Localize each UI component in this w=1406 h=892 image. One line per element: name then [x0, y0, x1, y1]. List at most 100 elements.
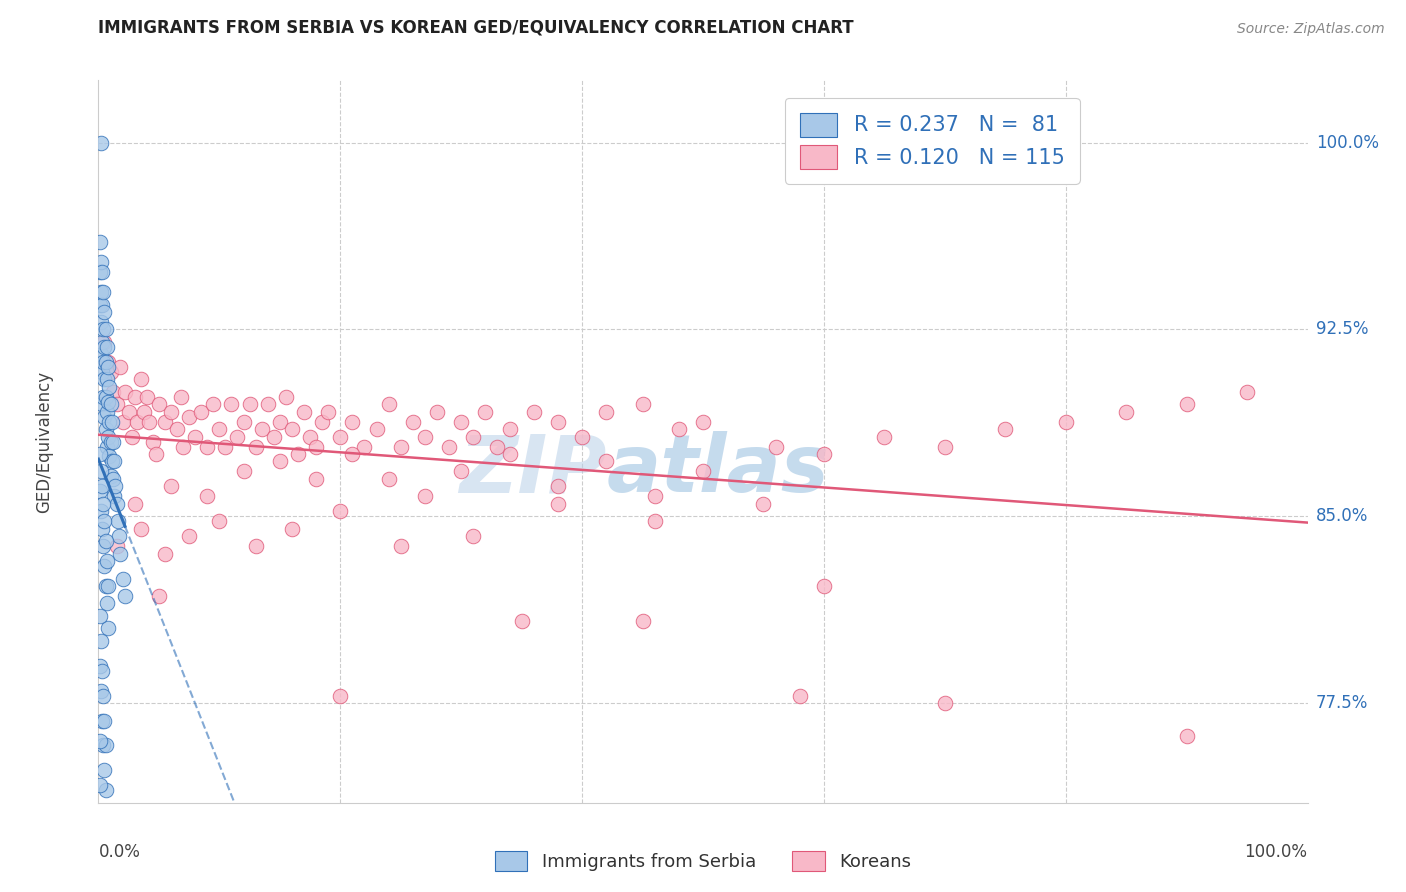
Legend: R = 0.237   N =  81, R = 0.120   N = 115: R = 0.237 N = 81, R = 0.120 N = 115: [786, 98, 1080, 184]
Point: [813, 447, 835, 461]
Point: [94, 579, 117, 593]
Text: ZIP: ZIP: [458, 432, 606, 509]
Point: [129, 372, 152, 386]
Point: [111, 415, 134, 429]
Text: atlas: atlas: [606, 432, 830, 509]
Point: [97, 359, 120, 374]
Point: [101, 472, 124, 486]
Point: [595, 454, 617, 468]
Point: [90, 285, 112, 299]
Point: [124, 497, 146, 511]
Point: [474, 404, 496, 418]
Point: [101, 384, 124, 399]
Point: [413, 429, 436, 443]
Point: [239, 397, 262, 411]
Point: [90, 315, 112, 329]
Point: [121, 429, 143, 443]
Point: [179, 529, 201, 543]
Point: [299, 429, 322, 443]
Point: [89, 235, 111, 250]
Point: [90, 465, 112, 479]
Point: [221, 397, 243, 411]
Point: [1175, 397, 1198, 411]
Point: [100, 454, 122, 468]
Point: [274, 390, 297, 404]
Point: [437, 440, 460, 454]
Point: [94, 422, 117, 436]
Point: [118, 404, 141, 418]
Point: [402, 415, 425, 429]
Point: [105, 397, 128, 411]
Point: [96, 372, 118, 386]
Point: [377, 472, 399, 486]
Point: [450, 465, 472, 479]
Point: [89, 484, 111, 499]
Point: [91, 497, 114, 511]
Point: [389, 440, 412, 454]
Point: [108, 529, 131, 543]
Point: [245, 539, 267, 553]
Point: [292, 404, 315, 418]
Point: [91, 334, 114, 349]
Point: [353, 440, 375, 454]
Point: [91, 365, 114, 379]
Point: [195, 440, 218, 454]
Point: [934, 696, 956, 710]
Point: [316, 404, 339, 418]
Point: [108, 547, 131, 561]
Point: [631, 614, 654, 628]
Text: Source: ZipAtlas.com: Source: ZipAtlas.com: [1237, 22, 1385, 37]
Point: [93, 514, 115, 528]
Point: [789, 689, 811, 703]
Text: 77.5%: 77.5%: [1316, 694, 1368, 712]
Point: [91, 265, 114, 279]
Point: [413, 489, 436, 503]
Point: [226, 429, 249, 443]
Point: [426, 404, 449, 418]
Text: IMMIGRANTS FROM SERBIA VS KOREAN GED/EQUIVALENCY CORRELATION CHART: IMMIGRANTS FROM SERBIA VS KOREAN GED/EQU…: [98, 19, 853, 37]
Point: [93, 340, 115, 354]
Point: [169, 390, 191, 404]
Point: [98, 415, 121, 429]
Point: [93, 764, 115, 778]
Point: [208, 514, 231, 528]
Point: [934, 440, 956, 454]
Point: [94, 739, 117, 753]
Point: [94, 390, 117, 404]
Point: [96, 340, 118, 354]
Point: [160, 479, 183, 493]
Point: [547, 479, 569, 493]
Point: [377, 397, 399, 411]
Point: [873, 429, 896, 443]
Point: [668, 422, 690, 436]
Point: [93, 559, 115, 574]
Point: [103, 454, 125, 468]
Point: [129, 522, 152, 536]
Point: [547, 415, 569, 429]
Point: [96, 597, 118, 611]
Point: [269, 415, 291, 429]
Point: [281, 522, 304, 536]
Point: [166, 422, 188, 436]
Point: [100, 434, 122, 449]
Point: [135, 390, 157, 404]
Point: [107, 514, 129, 528]
Point: [90, 504, 112, 518]
Point: [269, 454, 291, 468]
Point: [91, 739, 114, 753]
Point: [190, 404, 212, 418]
Point: [765, 440, 787, 454]
Point: [93, 334, 115, 349]
Point: [89, 297, 111, 311]
Point: [100, 415, 122, 429]
Text: 100.0%: 100.0%: [1316, 134, 1379, 152]
Point: [1054, 415, 1077, 429]
Point: [692, 415, 714, 429]
Text: GED/Equivalency: GED/Equivalency: [35, 370, 53, 513]
Point: [101, 434, 124, 449]
Point: [94, 355, 117, 369]
Point: [89, 733, 111, 747]
Point: [329, 504, 352, 518]
Point: [195, 489, 218, 503]
Point: [342, 447, 364, 461]
